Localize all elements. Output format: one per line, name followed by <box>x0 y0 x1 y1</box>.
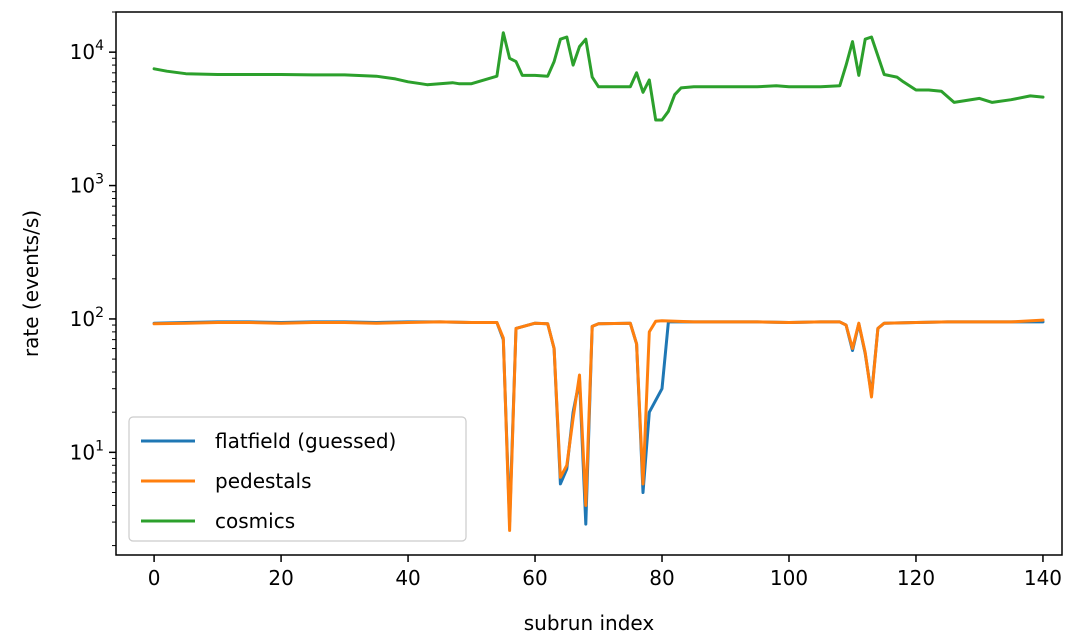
y-tick-base: 10 <box>70 174 95 198</box>
x-tick-label: 40 <box>395 566 420 590</box>
y-tick-label: 101 <box>70 438 104 464</box>
legend-label: flatfield (guessed) <box>215 429 396 453</box>
y-tick-label: 102 <box>70 305 104 331</box>
legend-box <box>128 416 467 542</box>
x-axis-label: subrun index <box>524 611 655 635</box>
y-tick-base: 10 <box>70 40 95 64</box>
x-tick-label: 0 <box>148 566 161 590</box>
legend: flatfield (guessed) pedestals cosmics <box>128 416 467 542</box>
x-tick-label: 140 <box>1024 566 1062 590</box>
y-tick-label: 103 <box>70 172 104 198</box>
x-tick-label: 60 <box>522 566 547 590</box>
y-tick-exponent: 3 <box>95 172 104 188</box>
x-tick-label: 20 <box>268 566 293 590</box>
legend-label: pedestals <box>215 469 312 493</box>
x-axis: 0 20 40 60 80 100 120 140 <box>148 555 1062 590</box>
series-line-1 <box>152 318 1045 532</box>
x-tick-label: 80 <box>649 566 674 590</box>
y-tick-exponent: 1 <box>95 438 104 454</box>
x-tick-label: 120 <box>897 566 935 590</box>
plot-frame <box>115 11 1063 556</box>
y-tick-base: 10 <box>70 440 95 464</box>
y-tick-exponent: 4 <box>95 38 104 54</box>
series-layer <box>152 31 1045 532</box>
y-axis-label: rate (events/s) <box>19 210 43 357</box>
series-line-2 <box>152 31 1045 122</box>
legend-label: cosmics <box>215 509 295 533</box>
y-tick-base: 10 <box>70 307 95 331</box>
y-tick-label: 104 <box>70 38 104 64</box>
x-tick-label: 100 <box>770 566 808 590</box>
y-tick-exponent: 2 <box>95 305 104 321</box>
